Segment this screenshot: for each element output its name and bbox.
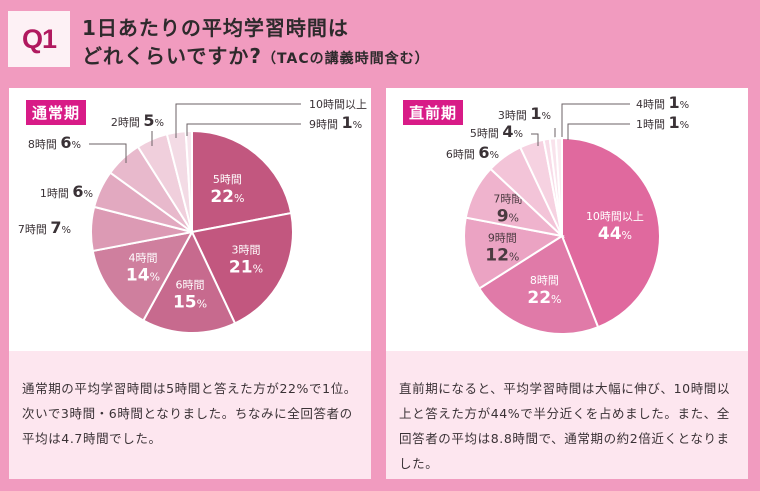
slice-outside-label: 7時間 7% (18, 218, 71, 237)
title-line-1: 1日あたりの平均学習時間は (82, 16, 349, 40)
slice-outside-label: 5時間 4% (470, 122, 523, 141)
pie-slice (561, 136, 661, 329)
panel-final-period: 10時間以上 44% 8時間 22% 9時間 12% 7時間 9% 6時間 6% 5時間 4% 3時… (386, 88, 748, 479)
slice-value: 44% (598, 224, 632, 244)
title-note: （TACの講義時間含む） (262, 51, 430, 67)
question-number-badge: Q1 (8, 11, 70, 67)
slice-value: 9% (497, 206, 519, 226)
leader-line (561, 103, 630, 140)
slice-outside-label: 8時間 6% (28, 133, 81, 152)
slice-outside-label: 1時間 6% (40, 182, 93, 201)
pie-slice (477, 234, 600, 335)
slice-label: 9時間 (488, 231, 517, 244)
slice-label: 8時間 (530, 274, 559, 287)
slice-outside-label: 4時間 1% (636, 93, 689, 112)
pie-slice (191, 129, 293, 234)
slice-outside-label: 1時間 1% (636, 113, 689, 132)
slice-label: 6時間 (176, 279, 205, 292)
pie-slice (463, 216, 565, 290)
slice-value: 12% (485, 245, 519, 265)
slice-label: 4時間 (128, 252, 157, 265)
slice-outside-label: 9時間 1% (309, 113, 362, 132)
panel-regular-period: 5時間 22% 3時間 21% 6時間 15% 4時間 14% 7時間 7% 1時間 6% 8時間 … (9, 88, 371, 479)
leader-line (186, 123, 301, 136)
period-tag-regular: 通常期 (26, 100, 87, 125)
slice-value: 21% (229, 258, 263, 278)
pie-slice (190, 211, 294, 325)
leader-line (89, 143, 127, 163)
slice-value: 22% (527, 288, 561, 308)
slice-outside-label: 6時間 6% (446, 143, 499, 162)
leader-line (567, 123, 630, 140)
pie-slice (91, 230, 194, 322)
slice-value: 15% (173, 293, 207, 313)
pie-slice (141, 229, 237, 334)
pie-slice (184, 129, 193, 233)
description-regular: 通常期の平均学習時間は5時間と答えた方が22%で1位。次いで3時間・6時間となり… (22, 381, 357, 446)
leader-line (175, 103, 301, 138)
slice-label: 10時間以上 (586, 210, 644, 223)
slice-value: 22% (210, 187, 244, 207)
leader-line (531, 133, 539, 146)
chart-area-final: 10時間以上 44% 8時間 22% 9時間 12% 7時間 9% 6時間 6% 5時間 4% 3時… (386, 88, 748, 351)
question-title: 1日あたりの平均学習時間は どれくらいですか?（TACの講義時間含む） (82, 14, 430, 73)
slice-outside-label: 3時間 1% (498, 104, 551, 123)
slice-value: 14% (126, 266, 160, 286)
description-final: 直前期になると、平均学習時間は大幅に伸び、10時間以上と答えた方が44%で半分近… (399, 381, 731, 471)
slice-label: 3時間 (231, 244, 260, 257)
title-line-2: どれくらいですか? (82, 44, 263, 68)
period-tag-final: 直前期 (403, 100, 464, 125)
slice-outside-label: 2時間 5% (111, 111, 164, 130)
slice-label: 7時間 (493, 192, 522, 205)
pie-slice (554, 136, 563, 237)
chart-area-regular: 5時間 22% 3時間 21% 6時間 15% 4時間 14% 7時間 7% 1時間 6% 8時間 … (9, 88, 371, 351)
slice-outside-label: 10時間以上 3% (309, 93, 371, 112)
slice-label: 5時間 (213, 173, 242, 186)
